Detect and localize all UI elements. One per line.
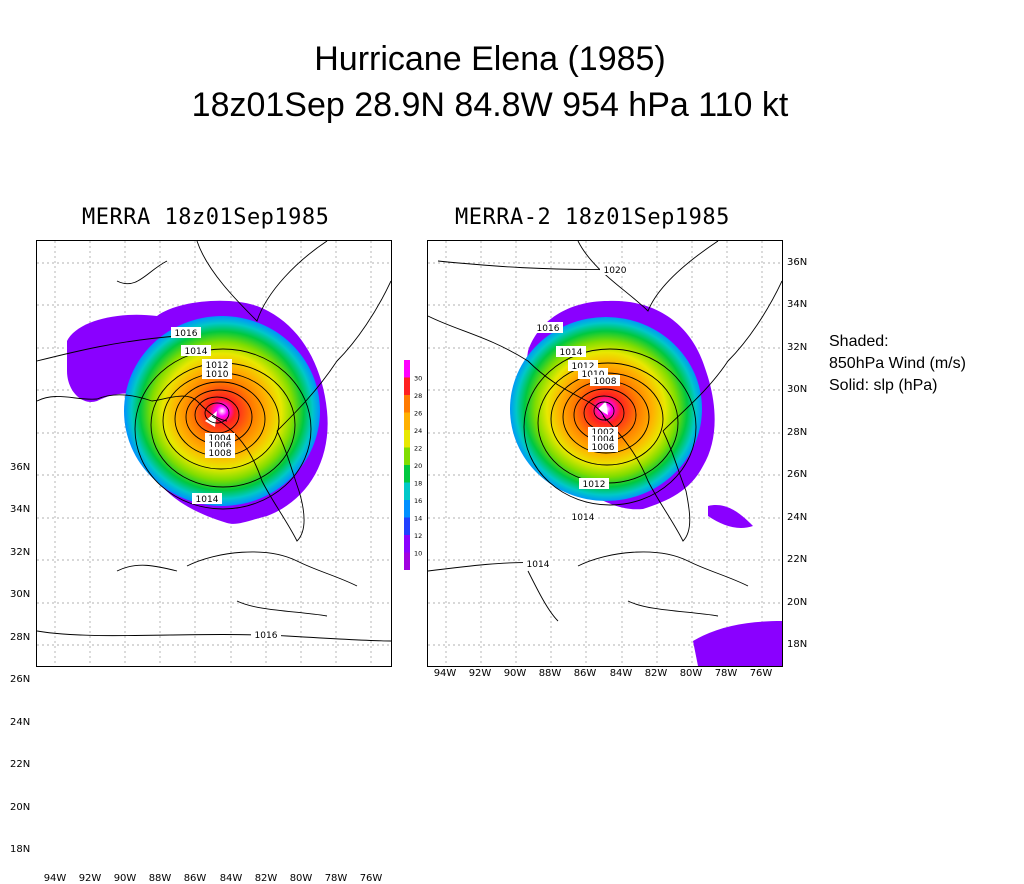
lat-label-right: 22N	[787, 554, 808, 565]
merra2-panel-title: MERRA-2 18z01Sep1985	[455, 205, 730, 230]
contour-label: 1014	[185, 347, 208, 357]
merra2-map-svg: 1020 1016 1014 1012 1010 1008 1002 1004 …	[428, 241, 782, 666]
lat-label-right: 32N	[787, 342, 808, 353]
lon-label: 84W	[219, 873, 243, 884]
legend-line-slp: Solid: slp (hPa)	[829, 377, 938, 394]
lat-label-right: 34N	[787, 299, 808, 310]
lat-label: 30N	[10, 589, 31, 600]
colorbar-label: 22	[414, 445, 422, 453]
legend-line-shaded: Shaded:	[829, 333, 889, 350]
colorbar-swatch	[404, 447, 410, 466]
lat-label: 20N	[10, 802, 31, 813]
merra-map-svg: 1016 1014 1012 1010 1004 1006 1008 1014 …	[37, 241, 391, 666]
colorbar-label: 12	[414, 532, 422, 540]
lon-label-right: 94W	[433, 668, 457, 679]
legend: Shaded: 850hPa Wind (m/s) Solid: slp (hP…	[829, 331, 966, 397]
contour-label: 1008	[209, 449, 232, 459]
lat-label-right: 24N	[787, 512, 808, 523]
merra2-map: 1020 1016 1014 1012 1010 1008 1002 1004 …	[427, 240, 783, 667]
contour-label: 1006	[592, 443, 615, 453]
lat-label: 32N	[10, 547, 31, 558]
contour-label: 1004	[209, 434, 232, 444]
contour-label: 1006	[209, 441, 232, 451]
lon-label: 90W	[113, 873, 137, 884]
contour-label: 1004	[592, 435, 615, 445]
lon-label: 76W	[359, 873, 383, 884]
contour-label: 1010	[206, 370, 229, 380]
lat-label: 18N	[10, 844, 31, 855]
lat-label: 34N	[10, 504, 31, 515]
colorbar-swatch	[404, 482, 410, 501]
lon-label-right: 82W	[644, 668, 668, 679]
contour-label: 1014	[527, 560, 550, 570]
main-title-line1: Hurricane Elena (1985)	[314, 40, 666, 78]
colorbar-swatch	[404, 395, 410, 413]
lon-label-right: 88W	[538, 668, 562, 679]
lon-label-right: 76W	[749, 668, 773, 679]
contour-label: 1016	[175, 329, 198, 339]
wind-colorbar: 30 28 26 24 22 20 18 16 14 12 10	[404, 360, 422, 570]
main-title-line2: 18z01Sep 28.9N 84.8W 954 hPa 110 kt	[191, 86, 789, 124]
lat-label-right: 18N	[787, 639, 808, 650]
lat-label: 36N	[10, 462, 31, 473]
lon-label: 80W	[289, 873, 313, 884]
lon-label: 78W	[324, 873, 348, 884]
contour-label: 1014	[560, 348, 583, 358]
merra-panel-title: MERRA 18z01Sep1985	[82, 205, 330, 230]
colorbar-swatch	[404, 500, 410, 518]
lon-label-right: 84W	[609, 668, 633, 679]
lat-label: 26N	[10, 674, 31, 685]
lat-label: 28N	[10, 632, 31, 643]
merra-map: 1016 1014 1012 1010 1004 1006 1008 1014 …	[36, 240, 392, 667]
contour-label: 1020	[604, 266, 627, 276]
colorbar-swatch	[404, 535, 410, 553]
colorbar-label: 18	[414, 480, 422, 488]
lat-label: 22N	[10, 759, 31, 770]
lat-label-right: 36N	[787, 257, 808, 268]
contour-label: 1014	[196, 495, 219, 505]
lat-label-right: 30N	[787, 384, 808, 395]
contour-label: 1016	[537, 324, 560, 334]
colorbar-swatch	[404, 412, 410, 431]
lon-label-right: 80W	[679, 668, 703, 679]
colorbar-label: 16	[414, 497, 422, 505]
lon-label: 82W	[254, 873, 278, 884]
lat-label-right: 20N	[787, 597, 808, 608]
colorbar-label: 30	[414, 375, 422, 383]
colorbar-label: 24	[414, 427, 422, 435]
lat-label-right: 28N	[787, 427, 808, 438]
lat-label: 24N	[10, 717, 31, 728]
contour-label: 1002	[592, 428, 615, 438]
colorbar-swatch	[404, 552, 410, 570]
colorbar-swatch	[404, 430, 410, 448]
merra-panel: MERRA 18z01Sep1985	[0, 205, 410, 884]
legend-line-wind: 850hPa Wind (m/s)	[829, 355, 966, 372]
lon-label: 88W	[148, 873, 172, 884]
colorbar-label: 20	[414, 462, 422, 470]
colorbar-swatch	[404, 360, 410, 378]
lon-label-right: 92W	[468, 668, 492, 679]
lon-label-right: 90W	[503, 668, 527, 679]
contour-label: 1016	[255, 631, 278, 641]
contour-label: 1012	[206, 361, 229, 371]
lon-label: 94W	[43, 873, 67, 884]
merra2-panel: MERRA-2 18z01Sep1985	[390, 205, 800, 675]
contour-label: 1008	[594, 377, 617, 387]
colorbar-swatch	[404, 377, 410, 396]
colorbar-label: 26	[414, 410, 422, 418]
contour-label: 1012	[583, 480, 606, 490]
lon-label-right: 86W	[573, 668, 597, 679]
lon-label: 92W	[78, 873, 102, 884]
contour-label: 1014	[572, 513, 595, 523]
lon-label: 86W	[183, 873, 207, 884]
colorbar-swatch	[404, 517, 410, 536]
colorbar-swatch	[404, 465, 410, 483]
colorbar-label: 10	[414, 550, 422, 558]
lat-label-right: 26N	[787, 469, 808, 480]
contour-label: 1012	[572, 362, 595, 372]
lon-label-right: 78W	[714, 668, 738, 679]
colorbar-label: 28	[414, 392, 422, 400]
colorbar-label: 14	[414, 515, 422, 523]
